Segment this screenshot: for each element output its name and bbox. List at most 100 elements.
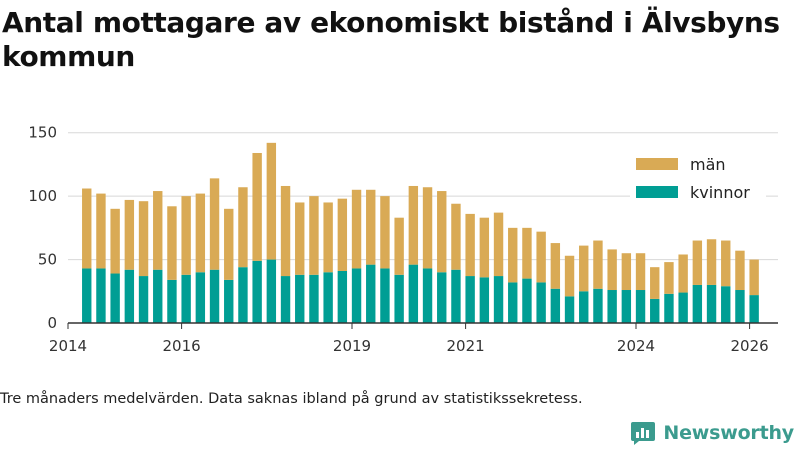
y-tick-label: 0 [47, 314, 57, 332]
bar-kvinnor [678, 292, 688, 323]
bar-kvinnor [650, 298, 660, 323]
bar-man [82, 188, 92, 269]
bar-kvinnor [195, 272, 206, 323]
bar-kvinnor [252, 260, 262, 323]
bar-man [280, 185, 291, 277]
bar-kvinnor [536, 282, 546, 323]
bar-chart: 0 50 100 150 2014 2016 2019 2021 2024 2026 män k… [28, 124, 778, 355]
bar-man [564, 255, 575, 297]
bar-kvinnor [209, 269, 220, 323]
newsworthy-logo-icon [631, 422, 656, 445]
bar-kvinnor [635, 290, 646, 323]
bar-man [721, 240, 731, 287]
bar-man [579, 245, 589, 292]
bar-man [238, 187, 248, 268]
footnote: Tre månaders medelvärden. Data saknas ib… [0, 391, 583, 407]
bar-kvinnor [508, 282, 518, 323]
bar-kvinnor [593, 288, 603, 323]
x-tick-label: 2026 [731, 337, 769, 355]
brand-name: Newsworthy [663, 422, 794, 444]
bar-man [678, 254, 688, 293]
bar-man [209, 178, 220, 270]
bar-man [493, 212, 504, 277]
bar-kvinnor [749, 295, 759, 323]
legend-background [630, 144, 766, 226]
bar-man [735, 250, 745, 291]
bar-kvinnor [238, 267, 248, 323]
bar-kvinnor [266, 259, 277, 323]
bar-man [635, 253, 646, 291]
bar-man [607, 249, 617, 291]
bar-kvinnor [380, 268, 390, 323]
bar-kvinnor [479, 277, 490, 323]
bar-kvinnor [366, 264, 376, 323]
legend-label-man: män [690, 155, 726, 174]
bar-man [96, 193, 106, 269]
x-axis: 2014 2016 2019 2021 2024 2026 [49, 322, 778, 355]
bar-man [124, 199, 135, 270]
bar-man [380, 196, 390, 269]
chart-title: Antal mottagare av ekonomiskt bistånd i … [2, 6, 780, 73]
bar-man [593, 240, 603, 289]
legend-swatch-kvinnor [636, 186, 678, 198]
bar-man [366, 189, 376, 265]
bar-man [522, 227, 532, 279]
x-tick-label: 2014 [49, 337, 87, 355]
y-axis-labels: 0 50 100 150 [28, 124, 57, 332]
bar-man [252, 152, 262, 261]
bar-man [621, 253, 632, 291]
bar-man [323, 202, 333, 273]
bar-kvinnor [295, 274, 305, 323]
x-tick-label: 2016 [163, 337, 201, 355]
bar-kvinnor [167, 279, 177, 323]
bar-man [650, 267, 660, 299]
bar-man [749, 259, 759, 296]
bar-kvinnor [110, 273, 120, 323]
bar-kvinnor [337, 270, 348, 323]
bar-man [692, 240, 703, 285]
bar-kvinnor [664, 293, 674, 323]
bar-man [110, 208, 120, 274]
bar-man [706, 239, 717, 285]
bar-kvinnor [82, 268, 92, 323]
bar-kvinnor [124, 269, 135, 323]
bar-kvinnor [351, 268, 362, 323]
bar-man [153, 191, 163, 270]
bar-kvinnor [422, 268, 433, 323]
bar-kvinnor [564, 296, 575, 323]
bar-kvinnor [309, 274, 319, 323]
legend: män kvinnor [630, 144, 766, 226]
bar-man [451, 203, 461, 270]
bar-kvinnor [522, 278, 532, 323]
bar-kvinnor [323, 272, 333, 323]
y-tick-label: 50 [38, 251, 57, 269]
bar-kvinnor [579, 291, 589, 323]
bar-man [309, 196, 319, 275]
bar-kvinnor [550, 288, 561, 323]
bar-kvinnor [437, 272, 447, 323]
bar-kvinnor [451, 269, 461, 323]
legend-label-kvinnor: kvinnor [690, 183, 750, 202]
bar-kvinnor [181, 274, 191, 323]
bars [82, 142, 759, 323]
y-tick-label: 100 [28, 187, 57, 205]
bar-man [508, 227, 518, 283]
bar-kvinnor [706, 284, 717, 323]
bar-man [550, 243, 561, 289]
bar-man [167, 206, 177, 280]
bar-kvinnor [280, 276, 291, 323]
x-tick-label: 2019 [333, 337, 371, 355]
bar-kvinnor [493, 276, 504, 323]
x-tick-label: 2021 [447, 337, 485, 355]
bar-man [465, 213, 475, 277]
brand-logo: Newsworthy [630, 420, 794, 446]
bar-man [664, 262, 674, 294]
bar-man [181, 196, 191, 275]
bar-man [437, 191, 447, 273]
bar-man [422, 187, 433, 269]
bar-kvinnor [153, 269, 163, 323]
bar-man [138, 201, 149, 277]
bar-kvinnor [138, 276, 149, 323]
bar-man [479, 217, 490, 278]
bar-kvinnor [621, 290, 632, 323]
